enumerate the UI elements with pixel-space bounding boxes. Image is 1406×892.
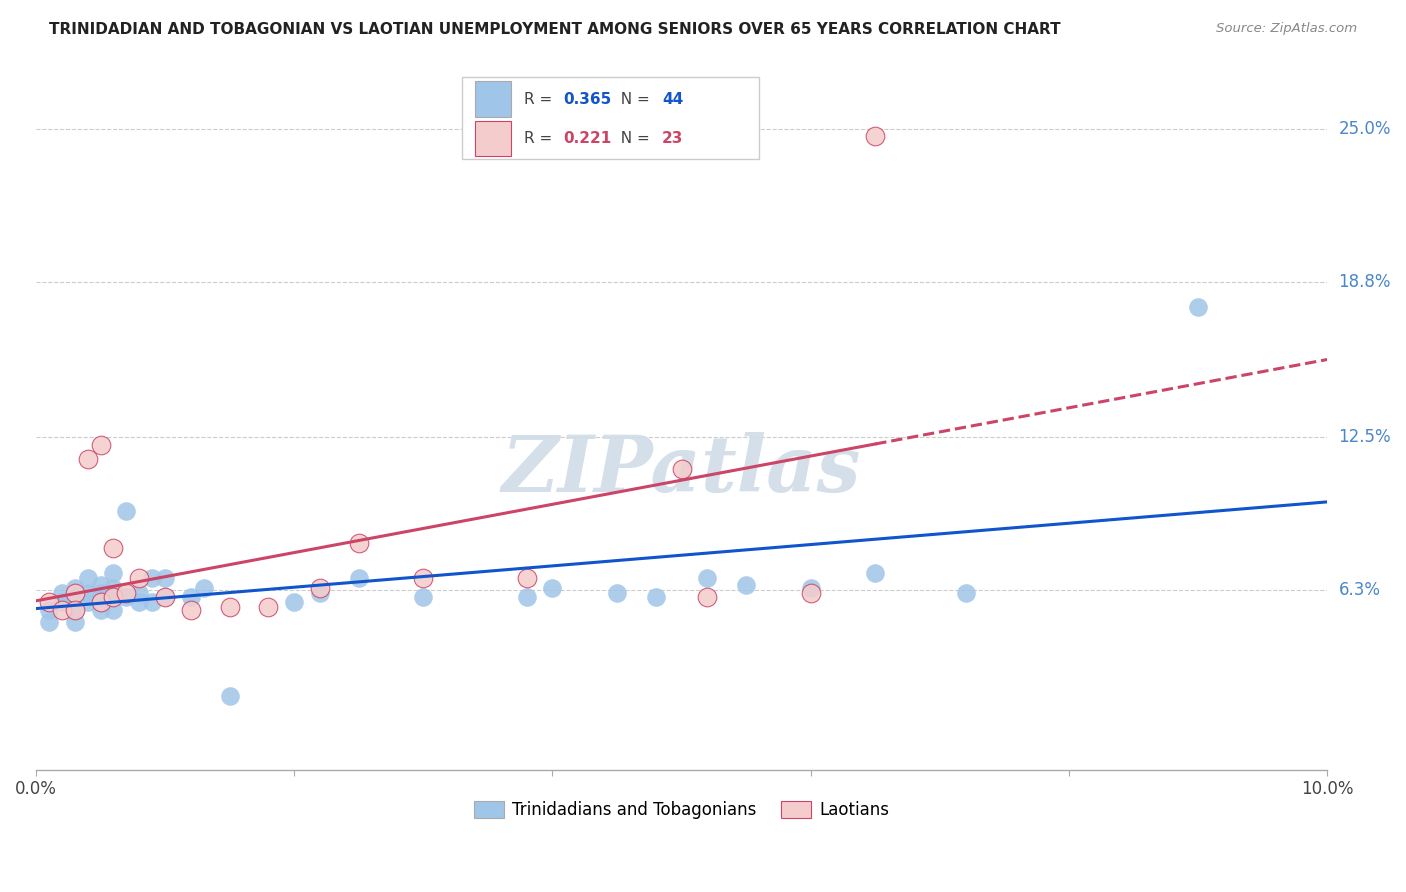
Legend: Trinidadians and Tobagonians, Laotians: Trinidadians and Tobagonians, Laotians xyxy=(467,795,896,826)
Point xyxy=(696,571,718,585)
Point xyxy=(63,585,86,599)
Point xyxy=(516,571,538,585)
Point xyxy=(671,462,693,476)
Text: Source: ZipAtlas.com: Source: ZipAtlas.com xyxy=(1216,22,1357,36)
Text: 0.365: 0.365 xyxy=(562,92,612,107)
Point xyxy=(76,452,98,467)
Bar xyxy=(475,120,512,156)
Point xyxy=(606,585,628,599)
Point xyxy=(63,603,86,617)
Point xyxy=(63,591,86,605)
Bar xyxy=(475,81,512,117)
Point xyxy=(89,591,111,605)
Point xyxy=(865,566,887,580)
Point xyxy=(412,591,434,605)
Text: 44: 44 xyxy=(662,92,683,107)
Text: 18.8%: 18.8% xyxy=(1339,273,1391,291)
Point xyxy=(63,615,86,629)
Point xyxy=(76,571,98,585)
FancyBboxPatch shape xyxy=(463,77,759,159)
Text: 0.221: 0.221 xyxy=(562,131,612,146)
Text: N =: N = xyxy=(610,131,654,146)
Point xyxy=(696,591,718,605)
Point xyxy=(800,585,823,599)
Point xyxy=(1187,300,1209,314)
Point xyxy=(38,615,60,629)
Point xyxy=(76,585,98,599)
Point xyxy=(516,591,538,605)
Point xyxy=(347,571,370,585)
Point xyxy=(865,129,887,144)
Point xyxy=(644,591,666,605)
Point xyxy=(103,541,125,556)
Point xyxy=(128,585,150,599)
Text: R =: R = xyxy=(524,131,557,146)
Point xyxy=(38,603,60,617)
Point xyxy=(153,591,176,605)
Point xyxy=(347,536,370,550)
Text: N =: N = xyxy=(610,92,654,107)
Point xyxy=(541,581,564,595)
Point xyxy=(103,591,125,605)
Text: 23: 23 xyxy=(662,131,683,146)
Point xyxy=(115,585,138,599)
Point xyxy=(735,578,758,592)
Point xyxy=(218,600,240,615)
Point xyxy=(180,591,202,605)
Point xyxy=(309,581,332,595)
Point xyxy=(141,595,163,609)
Point xyxy=(128,595,150,609)
Point xyxy=(955,585,977,599)
Point xyxy=(153,591,176,605)
Point xyxy=(180,603,202,617)
Point xyxy=(257,600,280,615)
Point xyxy=(103,566,125,580)
Point xyxy=(89,603,111,617)
Text: 6.3%: 6.3% xyxy=(1339,581,1381,599)
Point xyxy=(89,578,111,592)
Text: TRINIDADIAN AND TOBAGONIAN VS LAOTIAN UNEMPLOYMENT AMONG SENIORS OVER 65 YEARS C: TRINIDADIAN AND TOBAGONIAN VS LAOTIAN UN… xyxy=(49,22,1062,37)
Point xyxy=(193,581,215,595)
Point xyxy=(38,595,60,609)
Point xyxy=(76,595,98,609)
Point xyxy=(128,571,150,585)
Point xyxy=(51,595,73,609)
Point xyxy=(63,581,86,595)
Point xyxy=(283,595,305,609)
Point xyxy=(218,689,240,703)
Point xyxy=(89,595,111,609)
Text: 12.5%: 12.5% xyxy=(1339,428,1391,446)
Point xyxy=(141,571,163,585)
Point xyxy=(115,504,138,518)
Point xyxy=(89,437,111,451)
Point xyxy=(103,603,125,617)
Point xyxy=(115,591,138,605)
Point xyxy=(412,571,434,585)
Point xyxy=(153,571,176,585)
Text: ZIPatlas: ZIPatlas xyxy=(502,432,862,508)
Point xyxy=(89,585,111,599)
Point xyxy=(103,591,125,605)
Point xyxy=(800,581,823,595)
Point xyxy=(51,585,73,599)
Text: 25.0%: 25.0% xyxy=(1339,120,1391,138)
Point xyxy=(103,581,125,595)
Point xyxy=(309,585,332,599)
Text: R =: R = xyxy=(524,92,557,107)
Point xyxy=(51,603,73,617)
Point xyxy=(63,603,86,617)
